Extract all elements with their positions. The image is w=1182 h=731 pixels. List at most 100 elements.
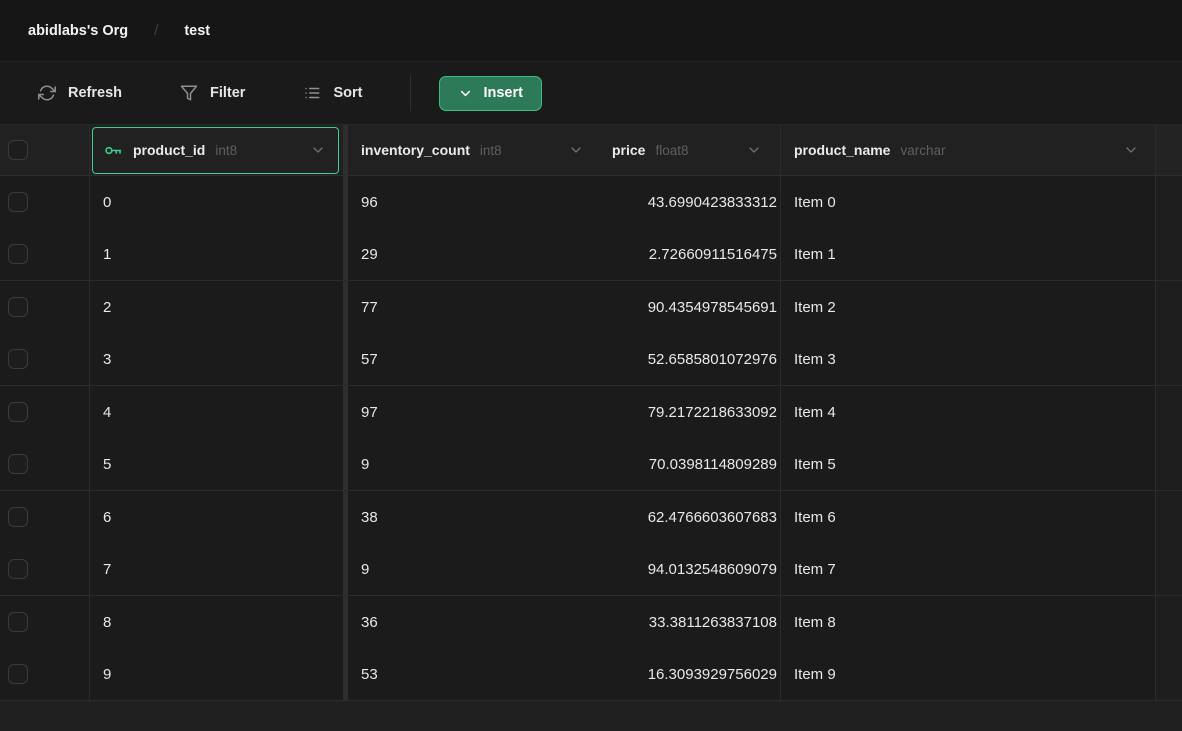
cell-product-name[interactable]: Item 0 — [780, 176, 1155, 229]
row-checkbox[interactable] — [8, 244, 28, 265]
column-header-inventory-count[interactable]: inventory_count int8 — [348, 125, 600, 175]
row-checkbox[interactable] — [8, 192, 28, 213]
row-checkbox[interactable] — [8, 507, 28, 528]
row-select-cell — [0, 333, 90, 385]
cell-product-name[interactable]: Item 3 — [780, 333, 1155, 385]
column-menu-chevron-down-icon[interactable] — [568, 142, 584, 158]
row-select-cell — [0, 176, 90, 229]
cell-inventory-count[interactable]: 9 — [361, 455, 370, 473]
row-checkbox[interactable] — [8, 454, 28, 475]
cell-price[interactable]: 43.6990423833312 — [647, 193, 777, 211]
cell-price[interactable]: 52.6585801072976 — [647, 350, 777, 368]
column-divider — [343, 386, 348, 439]
refresh-label: Refresh — [68, 85, 122, 101]
column-header-product-id[interactable]: product_id int8 — [90, 125, 343, 175]
row-spacer — [1155, 228, 1182, 280]
cell-price[interactable]: 2.72660911516475 — [648, 245, 777, 263]
cell-product-name[interactable]: Item 2 — [780, 281, 1155, 334]
cell-product-id[interactable]: 4 — [103, 403, 112, 421]
cell-price[interactable]: 70.0398114809289 — [648, 455, 777, 473]
cell-product-name[interactable]: Item 7 — [780, 543, 1155, 595]
column-divider — [343, 648, 348, 700]
table-row: 9 53 16.3093929756029 Item 9 — [0, 648, 1182, 701]
cell-product-id[interactable]: 3 — [103, 350, 112, 368]
breadcrumb-page[interactable]: test — [184, 22, 211, 39]
cell-inventory-count[interactable]: 77 — [361, 298, 378, 316]
column-resize-handle[interactable] — [343, 125, 348, 175]
cell-product-id[interactable]: 6 — [103, 508, 112, 526]
insert-button[interactable]: Insert — [439, 75, 542, 111]
row-spacer — [1155, 386, 1182, 439]
cell-product-id[interactable]: 1 — [103, 245, 112, 263]
cell-inventory-count[interactable]: 96 — [361, 193, 378, 211]
sort-button[interactable]: Sort — [293, 76, 372, 110]
cell-product-name[interactable]: Item 4 — [780, 386, 1155, 439]
cell-product-id[interactable]: 0 — [103, 193, 112, 211]
column-menu-chevron-down-icon[interactable] — [1123, 142, 1139, 158]
column-name: product_name — [794, 142, 891, 158]
table-row: 4 97 79.2172218633092 Item 4 — [0, 386, 1182, 439]
header-spacer — [1155, 125, 1182, 175]
table-row: 5 9 70.0398114809289 Item 5 — [0, 438, 1182, 491]
select-all-checkbox[interactable] — [8, 140, 28, 160]
table-row: 3 57 52.6585801072976 Item 3 — [0, 333, 1182, 386]
column-type: varchar — [900, 142, 946, 158]
cell-price[interactable]: 90.4354978545691 — [647, 298, 777, 316]
cell-price[interactable]: 33.3811263837108 — [648, 613, 777, 631]
table-body: 0 96 43.6990423833312 Item 0 1 29 2.7266… — [0, 176, 1182, 701]
cell-price[interactable]: 16.3093929756029 — [647, 665, 777, 683]
cell-product-name[interactable]: Item 6 — [780, 491, 1155, 544]
row-spacer — [1155, 281, 1182, 334]
row-select-cell — [0, 543, 90, 595]
chevron-down-icon — [458, 86, 473, 101]
column-menu-chevron-down-icon[interactable] — [746, 142, 762, 158]
cell-product-name[interactable]: Item 5 — [780, 438, 1155, 490]
sort-label: Sort — [333, 85, 363, 101]
filter-button[interactable]: Filter — [170, 76, 255, 110]
cell-product-name[interactable]: Item 8 — [780, 596, 1155, 649]
breadcrumb-org[interactable]: abidlabs's Org — [28, 22, 129, 39]
cell-inventory-count[interactable]: 36 — [361, 613, 378, 631]
column-header-product-name[interactable]: product_name varchar — [780, 125, 1155, 175]
row-checkbox[interactable] — [8, 664, 28, 685]
refresh-button[interactable]: Refresh — [28, 76, 132, 110]
breadcrumb: abidlabs's Org / test — [0, 0, 1182, 62]
column-divider — [343, 281, 348, 334]
cell-price[interactable]: 94.0132548609079 — [647, 560, 777, 578]
table-row: 7 9 94.0132548609079 Item 7 — [0, 543, 1182, 596]
selected-column-outline: product_id int8 — [92, 126, 339, 174]
row-checkbox[interactable] — [8, 559, 28, 580]
cell-price[interactable]: 62.4766603607683 — [647, 508, 777, 526]
row-checkbox[interactable] — [8, 612, 28, 633]
cell-product-id[interactable]: 5 — [103, 455, 112, 473]
column-menu-chevron-down-icon[interactable] — [310, 142, 326, 158]
cell-product-name[interactable]: Item 1 — [780, 228, 1155, 280]
cell-inventory-count[interactable]: 38 — [361, 508, 378, 526]
column-divider — [343, 543, 348, 595]
cell-inventory-count[interactable]: 57 — [361, 350, 378, 368]
cell-product-id[interactable]: 2 — [103, 298, 112, 316]
row-checkbox[interactable] — [8, 349, 28, 370]
filter-icon — [180, 84, 198, 102]
cell-product-id[interactable]: 7 — [103, 560, 112, 578]
cell-product-id[interactable]: 8 — [103, 613, 112, 631]
row-spacer — [1155, 596, 1182, 649]
cell-inventory-count[interactable]: 97 — [361, 403, 378, 421]
row-select-cell — [0, 228, 90, 280]
column-type: int8 — [479, 142, 502, 158]
cell-inventory-count[interactable]: 53 — [361, 665, 378, 683]
grid-footer — [0, 701, 1182, 731]
column-name: price — [612, 142, 646, 158]
column-divider — [343, 491, 348, 544]
cell-product-id[interactable]: 9 — [103, 665, 112, 683]
row-checkbox[interactable] — [8, 402, 28, 423]
row-spacer — [1155, 176, 1182, 229]
cell-price[interactable]: 79.2172218633092 — [647, 403, 777, 421]
row-checkbox[interactable] — [8, 297, 28, 318]
cell-inventory-count[interactable]: 9 — [361, 560, 370, 578]
table-row: 1 29 2.72660911516475 Item 1 — [0, 228, 1182, 281]
column-header-price[interactable]: price float8 — [600, 125, 780, 175]
cell-inventory-count[interactable]: 29 — [361, 245, 378, 263]
row-select-cell — [0, 386, 90, 439]
cell-product-name[interactable]: Item 9 — [780, 648, 1155, 700]
